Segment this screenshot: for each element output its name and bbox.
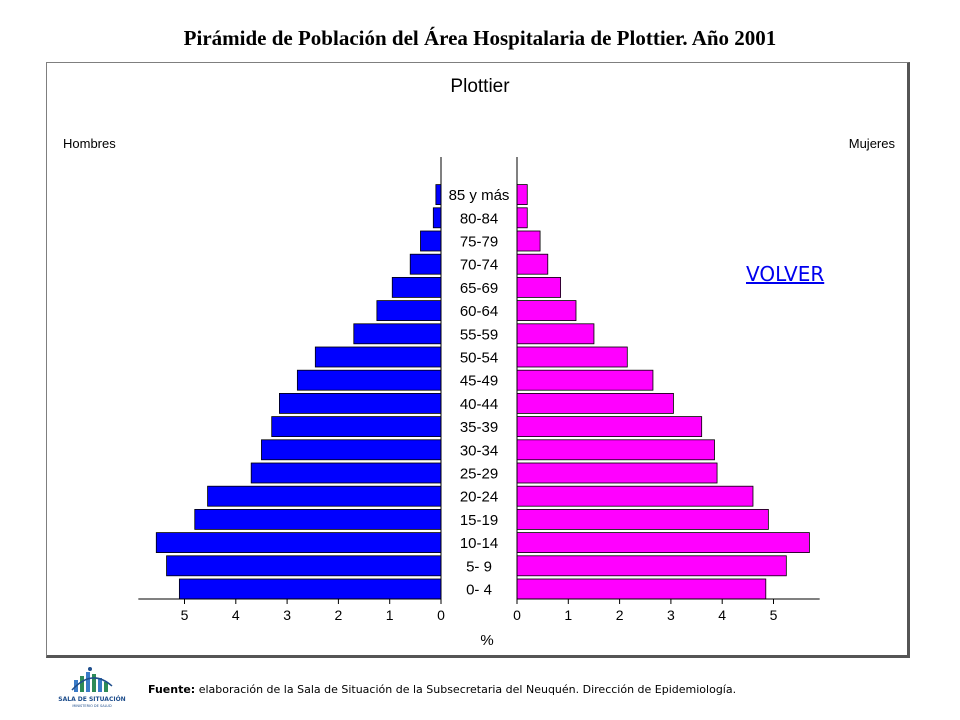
women-tick-label-4: 4 bbox=[718, 607, 726, 623]
age-label-15: 10-14 bbox=[460, 535, 498, 552]
age-group-labels: 85 y más 80-84 75-79 70-74 65-69 60-64 55-59 50… bbox=[449, 187, 510, 598]
women-tick-label-3: 3 bbox=[667, 607, 675, 623]
men-tick-label-3: 3 bbox=[283, 607, 291, 623]
bar-men-8 bbox=[296, 369, 442, 391]
age-label-13: 20-24 bbox=[460, 489, 498, 506]
bar-women-12 bbox=[516, 462, 718, 484]
bar-men-2 bbox=[420, 230, 442, 252]
bar-men-10 bbox=[271, 416, 442, 438]
bar-men-5 bbox=[376, 300, 442, 322]
women-tick-label-5: 5 bbox=[770, 607, 778, 623]
men-tick-label-2: 2 bbox=[335, 607, 343, 623]
age-label-12: 25-29 bbox=[460, 466, 498, 483]
bar-men-0 bbox=[435, 184, 442, 205]
age-label-11: 30-34 bbox=[460, 442, 498, 459]
bar-men-16 bbox=[166, 555, 442, 577]
chart-frame: Plottier Hombres Mujeres 85 y más 80-84 75… bbox=[46, 62, 910, 658]
bar-women-9 bbox=[516, 392, 674, 414]
population-pyramid-chart: Plottier Hombres Mujeres 85 y más 80-84 75… bbox=[63, 76, 896, 649]
age-label-14: 15-19 bbox=[460, 512, 498, 529]
sala-de-situacion-logo: SALA DE SITUACIÓN MINISTERIO DE SALUD bbox=[52, 664, 132, 718]
logo-subtitle: MINISTERIO DE SALUD bbox=[72, 704, 112, 708]
bar-men-17 bbox=[178, 578, 442, 600]
page-title: Pirámide de Población del Área Hospitala… bbox=[183, 26, 777, 50]
bar-men-15 bbox=[155, 532, 442, 554]
bar-women-3 bbox=[516, 253, 549, 275]
logo-title: SALA DE SITUACIÓN bbox=[58, 696, 126, 703]
bar-women-16 bbox=[516, 555, 787, 577]
age-label-8: 45-49 bbox=[460, 373, 498, 390]
chart-title: Plottier bbox=[450, 76, 510, 97]
source-label: Fuente: bbox=[148, 683, 196, 696]
bar-men-11 bbox=[261, 439, 442, 461]
age-label-9: 40-44 bbox=[460, 396, 498, 413]
bar-women-10 bbox=[516, 416, 703, 438]
bar-men-7 bbox=[314, 346, 442, 368]
age-label-3: 70-74 bbox=[460, 257, 498, 274]
men-tick-label-4: 4 bbox=[232, 607, 240, 623]
men-tick-label-0: 0 bbox=[437, 607, 445, 623]
volver-link[interactable]: VOLVER bbox=[746, 262, 825, 286]
bar-men-9 bbox=[279, 392, 442, 414]
women-bars bbox=[516, 184, 810, 600]
source-note: Fuente: elaboración de la Sala de Situac… bbox=[148, 683, 736, 696]
bar-women-11 bbox=[516, 439, 715, 461]
bar-women-6 bbox=[516, 323, 595, 345]
bar-women-15 bbox=[516, 532, 810, 554]
age-label-1: 80-84 bbox=[460, 210, 498, 227]
women-tick-label-1: 1 bbox=[564, 607, 572, 623]
age-label-17: 0- 4 bbox=[466, 582, 492, 599]
men-label: Hombres bbox=[63, 136, 116, 151]
bar-women-13 bbox=[516, 485, 754, 507]
bar-women-1 bbox=[516, 207, 528, 229]
logo-icon bbox=[71, 667, 113, 692]
bar-women-14 bbox=[516, 508, 769, 530]
bar-men-13 bbox=[207, 485, 442, 507]
women-label: Mujeres bbox=[849, 136, 896, 151]
bar-women-2 bbox=[516, 230, 541, 252]
bar-women-17 bbox=[516, 578, 767, 600]
bar-women-5 bbox=[516, 300, 577, 322]
bar-men-1 bbox=[432, 207, 442, 229]
bar-women-0 bbox=[516, 184, 528, 205]
age-label-16: 5- 9 bbox=[466, 558, 492, 575]
men-tick-label-5: 5 bbox=[181, 607, 189, 623]
age-label-7: 50-54 bbox=[460, 350, 498, 367]
age-label-0: 85 y más bbox=[449, 187, 510, 204]
women-tick-label-2: 2 bbox=[616, 607, 624, 623]
women-tick-label-0: 0 bbox=[513, 607, 521, 623]
age-label-6: 55-59 bbox=[460, 326, 498, 343]
bar-men-14 bbox=[194, 508, 442, 530]
men-tick-label-1: 1 bbox=[386, 607, 394, 623]
age-label-10: 35-39 bbox=[460, 419, 498, 436]
bar-women-7 bbox=[516, 346, 628, 368]
age-label-5: 60-64 bbox=[460, 303, 498, 320]
source-text: elaboración de la Sala de Situación de l… bbox=[195, 683, 737, 696]
bar-women-4 bbox=[516, 276, 562, 298]
bar-men-6 bbox=[353, 323, 442, 345]
age-label-2: 75-79 bbox=[460, 234, 498, 251]
bar-men-12 bbox=[250, 462, 442, 484]
men-bars bbox=[155, 184, 442, 600]
age-label-4: 65-69 bbox=[460, 280, 498, 297]
bar-men-3 bbox=[409, 253, 442, 275]
x-axis-label: % bbox=[480, 632, 493, 649]
bar-women-8 bbox=[516, 369, 654, 391]
bar-men-4 bbox=[391, 276, 442, 298]
axes: 0 0 1 1 2 2 3 3 4 4 5 5 bbox=[138, 157, 820, 623]
